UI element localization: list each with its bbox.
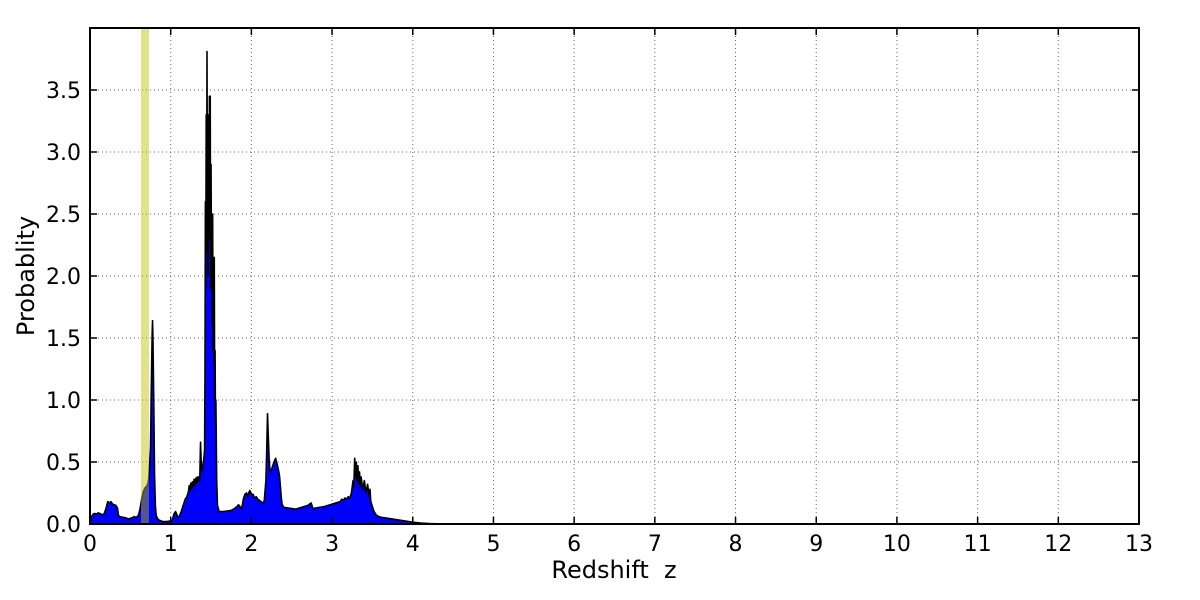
series-layer xyxy=(89,50,1140,525)
y-tick-label: 1.0 xyxy=(46,389,81,414)
x-tick-label: 4 xyxy=(406,532,420,557)
y-tick-label: 0.0 xyxy=(46,513,81,538)
x-tick-label: 12 xyxy=(1044,532,1072,557)
tick-marks-layer xyxy=(89,28,1140,525)
x-tick-label: 11 xyxy=(964,532,992,557)
x-tick-label: 5 xyxy=(486,532,500,557)
tick-labels-layer: 0 1 2 3 4 5 6 7 8 9 10 11 12 130.00.51.01.52.02.53.03… xyxy=(46,79,1153,557)
y-tick-label: 3.5 xyxy=(46,79,81,104)
annotation-layer xyxy=(140,28,149,524)
x-tick-label: 10 xyxy=(883,532,911,557)
y-tick-label: 3.0 xyxy=(46,141,81,166)
highlight-band xyxy=(140,28,149,524)
y-tick-label: 2.0 xyxy=(46,265,81,290)
probability-density-curve xyxy=(89,50,1140,525)
y-tick-label: 0.5 xyxy=(46,451,81,476)
x-tick-label: 0 xyxy=(83,532,97,557)
x-tick-label: 8 xyxy=(729,532,743,557)
y-tick-label: 2.5 xyxy=(46,203,81,228)
x-tick-label: 2 xyxy=(244,532,258,557)
grid-layer xyxy=(90,28,1139,524)
x-tick-label: 13 xyxy=(1125,532,1153,557)
x-tick-label: 1 xyxy=(164,532,178,557)
x-tick-label: 3 xyxy=(325,532,339,557)
y-tick-label: 1.5 xyxy=(46,327,81,352)
x-tick-label: 6 xyxy=(567,532,581,557)
x-axis-label: Redshift z xyxy=(551,556,676,584)
x-tick-label: 9 xyxy=(809,532,823,557)
y-axis-label: Probablity xyxy=(12,216,40,336)
x-tick-label: 7 xyxy=(648,532,662,557)
